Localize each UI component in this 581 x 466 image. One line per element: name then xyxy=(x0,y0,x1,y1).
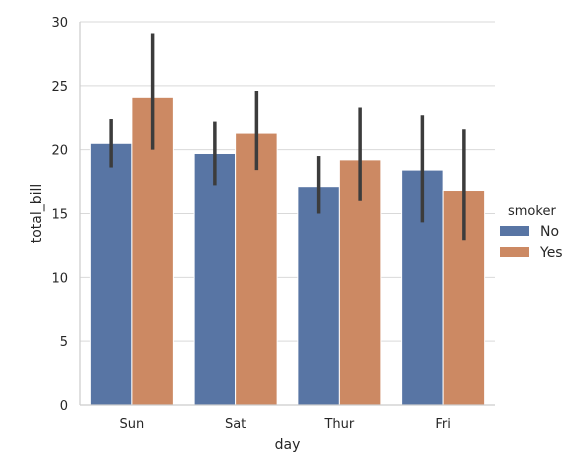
bar-sat-no xyxy=(193,152,237,406)
x-tick-labels: Sun Sat Thur Fri xyxy=(120,417,451,432)
y-tick-label-15: 15 xyxy=(51,208,68,223)
y-axis-label: total_bill xyxy=(29,184,45,244)
error-bars xyxy=(109,33,466,241)
x-tick-label-thur: Thur xyxy=(323,417,354,432)
legend-label-no: No xyxy=(540,224,559,240)
legend-swatch-yes xyxy=(500,247,529,257)
bar-sat-yes xyxy=(235,132,278,406)
y-tick-label-20: 20 xyxy=(51,144,68,159)
bars xyxy=(89,96,486,406)
legend-title: smoker xyxy=(508,204,556,219)
x-axis-label: day xyxy=(275,437,301,453)
y-tick-label-30: 30 xyxy=(51,16,68,31)
axes xyxy=(79,22,495,406)
x-tick-label-sat: Sat xyxy=(225,417,246,432)
legend-swatch-no xyxy=(500,226,529,236)
legend: smoker No Yes xyxy=(500,204,563,261)
y-tick-label-25: 25 xyxy=(51,80,68,95)
legend-label-yes: Yes xyxy=(539,245,563,261)
y-tick-label-0: 0 xyxy=(60,399,68,414)
bar-sun-no xyxy=(89,142,133,406)
y-tick-labels: 0 5 10 15 20 25 30 xyxy=(51,16,68,414)
x-tick-label-sun: Sun xyxy=(120,417,145,432)
x-tick-label-fri: Fri xyxy=(435,417,451,432)
y-tick-label-10: 10 xyxy=(51,271,68,286)
bar-thur-no xyxy=(297,186,340,406)
y-tick-label-5: 5 xyxy=(60,335,68,350)
